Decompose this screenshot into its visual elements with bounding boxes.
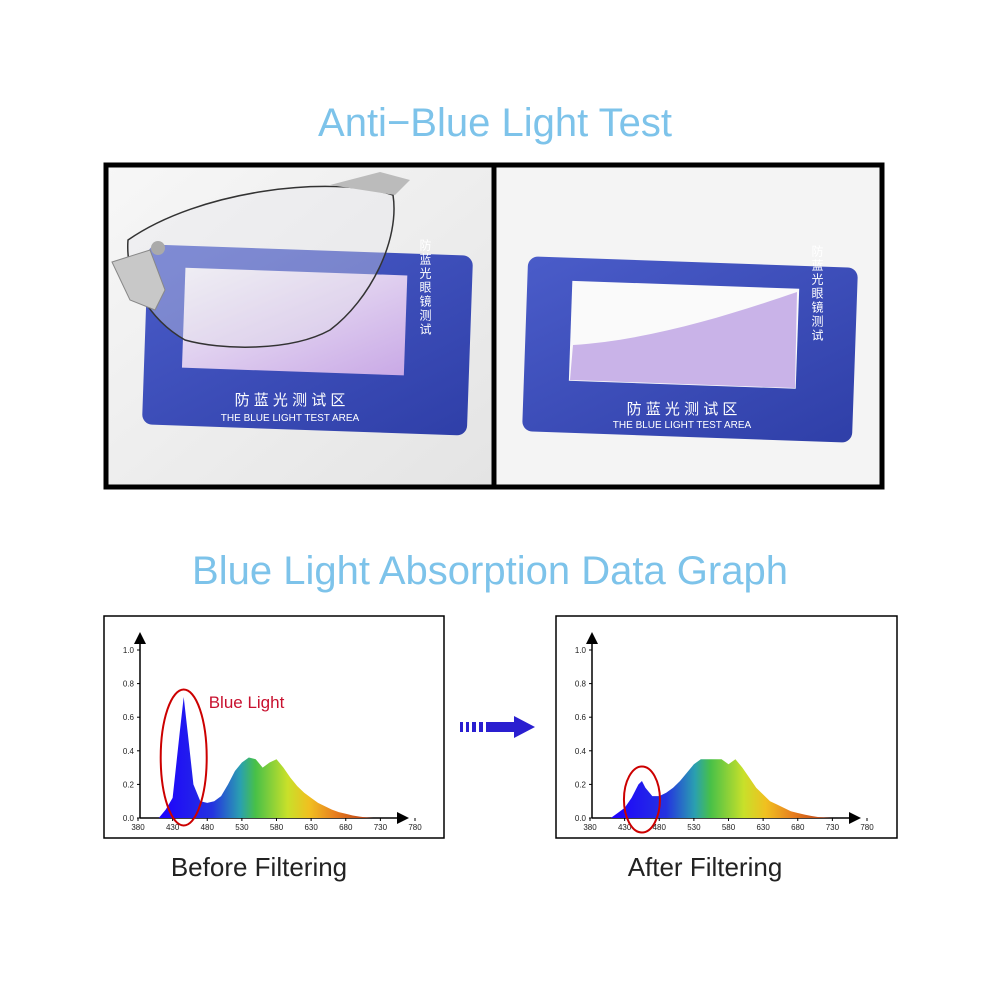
page-title: Anti−Blue Light Test <box>318 101 672 145</box>
y-tick-label: 0.8 <box>123 680 135 689</box>
card-zone-text: 防 蓝 光 测 试 区 <box>235 392 346 409</box>
highlight-ellipse <box>159 688 208 827</box>
annotation: Blue Light <box>209 693 285 712</box>
card-vertical-text: 防蓝光眼镜测试 <box>418 238 432 337</box>
card-vertical-text: 防蓝光眼镜测试 <box>810 244 824 343</box>
x-axis-arrow <box>397 812 409 824</box>
x-tick-label: 480 <box>201 823 215 832</box>
graph-title: Blue Light Absorption Data Graph <box>192 549 788 593</box>
x-tick-label: 580 <box>270 823 284 832</box>
spectrum-area <box>158 697 374 818</box>
y-tick-label: 1.0 <box>123 646 135 655</box>
y-tick-label: 1.0 <box>575 646 587 655</box>
photo-panels <box>103 162 885 490</box>
x-tick-label: 580 <box>722 823 736 832</box>
x-tick-label: 730 <box>374 823 388 832</box>
x-tick-label: 380 <box>131 823 145 832</box>
y-axis-arrow <box>586 632 598 644</box>
y-tick-label: 0.4 <box>123 747 135 756</box>
x-tick-label: 730 <box>826 823 840 832</box>
y-tick-label: 0.2 <box>123 780 135 789</box>
x-tick-label: 480 <box>653 823 667 832</box>
x-axis-arrow <box>849 812 861 824</box>
chart-caption: After Filtering <box>628 852 783 882</box>
y-tick-label: 0.0 <box>123 814 135 823</box>
card-english-text: THE BLUE LIGHT TEST AREA <box>221 413 360 424</box>
chart-frame <box>103 615 445 839</box>
y-tick-label: 0.2 <box>575 780 587 789</box>
x-tick-label: 530 <box>235 823 249 832</box>
highlight-ellipse <box>622 765 661 834</box>
x-tick-label: 680 <box>791 823 805 832</box>
x-tick-label: 430 <box>618 823 632 832</box>
x-tick-label: 380 <box>583 823 597 832</box>
y-tick-label: 0.4 <box>575 747 587 756</box>
chart-caption: Before Filtering <box>171 852 347 882</box>
x-tick-label: 630 <box>756 823 770 832</box>
x-tick-label: 530 <box>687 823 701 832</box>
y-axis-arrow <box>134 632 146 644</box>
x-tick-label: 780 <box>408 823 422 832</box>
x-tick-label: 430 <box>166 823 180 832</box>
x-tick-label: 780 <box>860 823 874 832</box>
card-zone-text: 防 蓝 光 测 试 区 <box>627 401 738 418</box>
card-english-text: THE BLUE LIGHT TEST AREA <box>613 420 752 431</box>
transition-arrow <box>460 716 535 738</box>
y-tick-label: 0.6 <box>123 713 135 722</box>
y-tick-label: 0.8 <box>575 680 587 689</box>
x-tick-label: 630 <box>304 823 318 832</box>
x-tick-label: 680 <box>339 823 353 832</box>
chart-frame <box>555 615 898 839</box>
y-tick-label: 0.6 <box>575 713 587 722</box>
spectrum-area <box>610 759 833 818</box>
y-tick-label: 0.0 <box>575 814 587 823</box>
